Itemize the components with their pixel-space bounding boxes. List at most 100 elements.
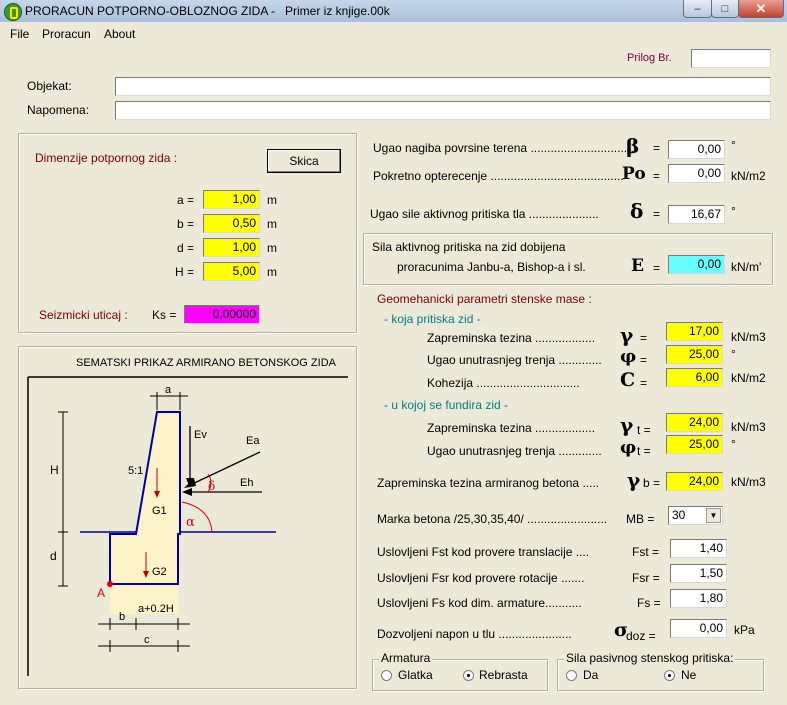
geo-gamma-eq: =	[640, 331, 648, 345]
radio-glatka[interactable]	[381, 670, 392, 681]
objekat-input[interactable]	[115, 77, 771, 96]
radio-da-label[interactable]: Da	[583, 668, 599, 682]
geo-c-label: Kohezija ...............................	[427, 376, 580, 390]
geo-phi-t-input[interactable]: 25,00	[666, 435, 723, 454]
gamma-b-symbol: γ	[627, 468, 641, 492]
eh-arrowhead	[182, 488, 192, 496]
armatura-group	[372, 659, 548, 691]
geo-gamma-t-label: Zapreminska tezina ..................	[427, 421, 596, 435]
po-unit: kN/m2	[731, 169, 766, 183]
window-title: PRORACUN POTPORNO-OBLOZNOG ZIDA -	[25, 4, 276, 18]
delta-arc	[207, 473, 212, 493]
fsr-label: Uslovljeni Fsr kod provere rotacije ....…	[377, 571, 585, 585]
e-input[interactable]: 0,00	[668, 255, 725, 274]
dim-h-label: H =	[175, 265, 195, 279]
active-force-line2: proracunima Janbu-a, Bishop-a i sl.	[397, 260, 586, 274]
geo-gamma-input[interactable]: 17,00	[666, 322, 723, 341]
beta-symbol: β	[626, 134, 640, 158]
geo-c-input[interactable]: 6,00	[666, 368, 723, 387]
napomena-label: Napomena:	[27, 103, 90, 117]
dim-b-label: b =	[177, 217, 195, 231]
gamma-b-unit: kN/m3	[731, 475, 766, 489]
fs-symbol: Fs =	[637, 596, 661, 610]
app-icon[interactable]	[4, 3, 22, 21]
dim-b-input[interactable]: 0,50	[203, 214, 260, 233]
geo-phi-input[interactable]: 25,00	[666, 345, 723, 364]
dim-d-unit: m	[267, 241, 277, 255]
beta-input[interactable]: 0,00	[668, 140, 725, 159]
geo-phi-t-sub: t =	[637, 444, 651, 458]
chevron-down-icon[interactable]: ▼	[706, 508, 721, 523]
geo-gamma-t-symbol: γ	[620, 413, 634, 437]
label-c: c	[144, 634, 150, 646]
mb-select-value: 30	[672, 508, 686, 522]
wall-diagram: a H d 5:1 Ev Ea Eh δ α G1 G2	[27, 376, 348, 676]
delta-input[interactable]: 16,67	[668, 205, 725, 224]
objekat-label: Objekat:	[27, 79, 72, 93]
dimensions-title: Dimenzije potpornog zida :	[35, 151, 178, 165]
mb-select[interactable]: 30 ▼	[668, 506, 723, 525]
fs-input[interactable]: 1,80	[670, 589, 727, 608]
e-unit: kN/m'	[731, 260, 762, 274]
dim-d-label: d =	[177, 241, 195, 255]
gamma-b-label: Zapreminska tezina armiranog betona ....…	[377, 476, 600, 490]
label-G1: G1	[152, 505, 167, 517]
geo-phi-label: Ugao unutrasnjeg trenja .............	[427, 353, 602, 367]
maximize-button[interactable]: □	[711, 0, 739, 18]
stress-input[interactable]: 0,00	[670, 619, 727, 638]
label-Eh: Eh	[240, 477, 253, 489]
napomena-input[interactable]	[115, 101, 771, 120]
menu-proracun[interactable]: Proracun	[42, 27, 91, 41]
fst-input[interactable]: 1,40	[670, 539, 727, 558]
g1-arrowhead	[154, 491, 160, 498]
radio-glatka-label[interactable]: Glatka	[398, 668, 433, 682]
armatura-title: Armatura	[379, 651, 433, 665]
radio-ne[interactable]	[664, 670, 675, 681]
active-force-line1: Sila aktivnog pritiska na zid dobijena	[372, 240, 566, 254]
geo-gamma-t-input[interactable]: 24,00	[666, 413, 723, 432]
po-symbol: Po	[622, 164, 646, 184]
beta-unit: °	[731, 138, 736, 152]
dimensions-group	[18, 133, 357, 333]
close-icon: ✕	[755, 0, 767, 16]
po-eq: =	[653, 169, 661, 183]
prilog-input[interactable]	[691, 49, 771, 68]
menu-about[interactable]: About	[104, 27, 136, 41]
dim-d-input[interactable]: 1,00	[203, 238, 260, 257]
radio-rebrasta[interactable]	[463, 670, 474, 681]
geo-phi-symbol: φ	[620, 346, 637, 367]
geo-gamma-t-unit: kN/m3	[731, 420, 766, 434]
ks-input[interactable]: 0,00000	[184, 305, 260, 324]
skica-button[interactable]: Skica	[267, 149, 341, 173]
menu-file[interactable]: File	[10, 27, 30, 41]
fsr-input[interactable]: 1,50	[670, 564, 727, 583]
diagram-title: SEMATSKI PRIKAZ ARMIRANO BETONSKOG ZIDA	[76, 357, 336, 369]
stress-label: Dozvoljeni napon u tlu .................…	[377, 627, 572, 641]
close-button[interactable]: ✕	[738, 0, 784, 18]
radio-ne-label[interactable]: Ne	[681, 668, 697, 682]
radio-rebrasta-label[interactable]: Rebrasta	[479, 668, 528, 682]
point-a-marker	[107, 581, 113, 587]
radio-da[interactable]	[566, 670, 577, 681]
stress-unit: kPa	[734, 623, 755, 637]
geo-title: Geomehanicki parametri stenske mase :	[377, 292, 592, 306]
beta-eq: =	[653, 141, 661, 155]
delta-label: Ugao sile aktivnog pritiska tla ........…	[370, 207, 599, 221]
minimize-button[interactable]: –	[683, 0, 712, 18]
label-a-plus: a+0.2H	[138, 603, 174, 615]
alpha-arc	[181, 501, 213, 533]
dim-h-input[interactable]: 5,00	[203, 262, 260, 281]
mb-eq: MB =	[626, 512, 655, 526]
e-symbol: E	[631, 256, 644, 276]
geo-phi-t-symbol: φ	[620, 437, 637, 458]
title-bar[interactable]: PRORACUN POTPORNO-OBLOZNOG ZIDA - Primer…	[0, 0, 787, 22]
geo-c-symbol: C	[620, 369, 636, 391]
label-Ea: Ea	[246, 435, 260, 447]
dim-a-input[interactable]: 1,00	[203, 190, 260, 209]
fs-label: Uslovljeni Fs kod dim. armature.........…	[377, 596, 582, 610]
sigma-symbol: σ	[614, 619, 629, 641]
po-input[interactable]: 0,00	[668, 164, 725, 183]
gamma-b-input[interactable]: 24,00	[666, 472, 723, 491]
label-a: a	[165, 384, 172, 396]
